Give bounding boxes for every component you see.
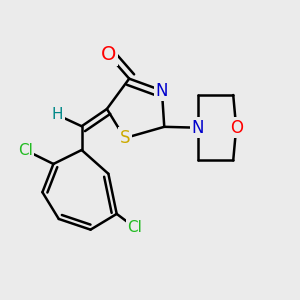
Text: O: O: [230, 119, 243, 137]
Text: H: H: [52, 107, 63, 122]
Text: N: N: [191, 119, 204, 137]
Text: N: N: [156, 82, 168, 100]
Text: S: S: [119, 129, 130, 147]
Text: Cl: Cl: [18, 142, 33, 158]
Text: O: O: [101, 45, 116, 64]
Text: Cl: Cl: [127, 220, 142, 235]
